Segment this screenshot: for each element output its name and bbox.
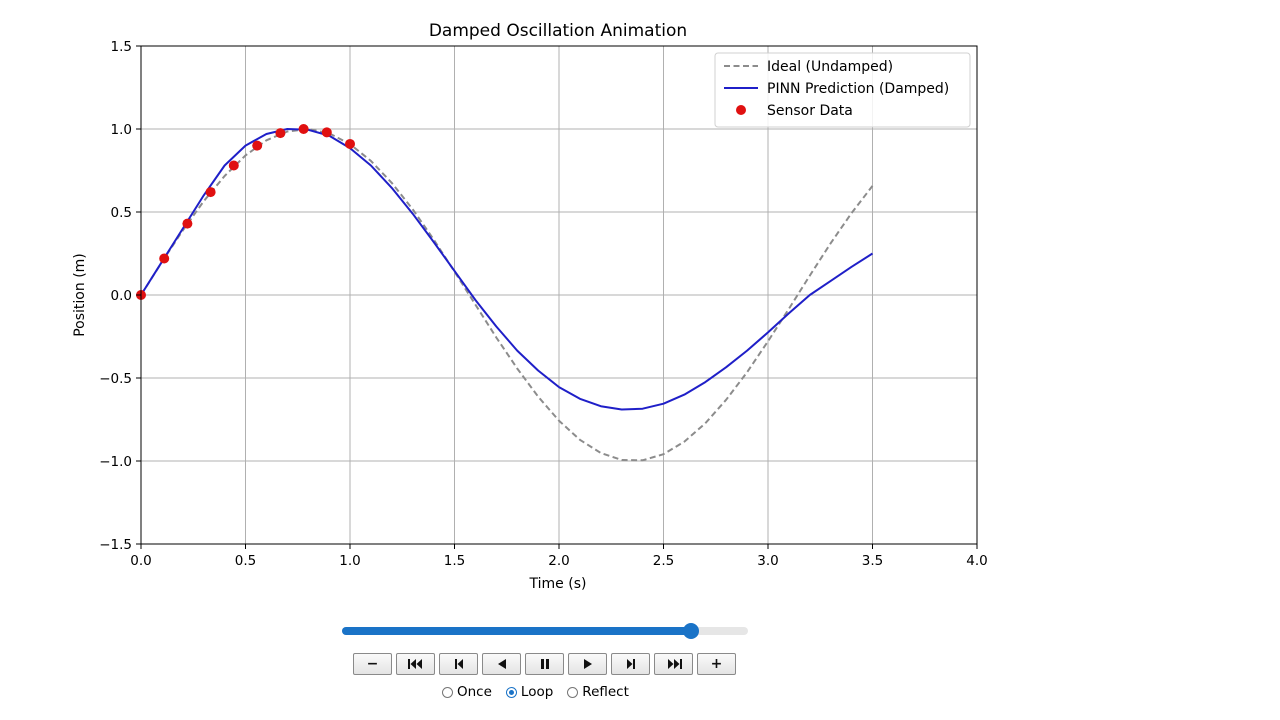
skip-to-end-icon: [667, 659, 682, 669]
x-tick-label-7: 3.5: [862, 553, 883, 569]
x-tick-label-3: 1.5: [444, 553, 465, 569]
legend-sensor-label: Sensor Data: [767, 103, 853, 119]
first-frame-button[interactable]: [396, 653, 435, 675]
sensor-data-point-9: [345, 138, 355, 149]
y-tick-label-2: −0.5: [99, 371, 132, 387]
sensor-data-point-3: [205, 187, 216, 198]
y-axis-label: Position (m): [72, 253, 88, 337]
sensor-data-point-2: [182, 218, 193, 229]
x-tick-label-4: 2.0: [548, 553, 569, 569]
x-tick-label-1: 0.5: [235, 553, 256, 569]
decrease-speed-button[interactable]: −: [353, 653, 392, 675]
pause-button[interactable]: [525, 653, 564, 675]
mode-once-label: Once: [457, 684, 492, 700]
x-tick-label-5: 2.5: [653, 553, 674, 569]
mode-reflect-radio[interactable]: [567, 686, 579, 698]
chart-title: Damped Oscillation Animation: [429, 21, 687, 41]
axis-ticks: 0.0 0.5 1.0 1.5 2.0 2.5 3.0 3.5 4.0 −1.5 −1.0 −0.5 0…: [99, 39, 988, 569]
x-tick-label-8: 4.0: [966, 553, 987, 569]
sensor-data-point-8: [321, 127, 332, 138]
legend-ideal-label: Ideal (Undamped): [767, 59, 893, 75]
mode-loop-radio[interactable]: [505, 686, 517, 698]
play-reverse-icon: [497, 659, 506, 669]
loop-mode-group: Once Loop Reflect: [442, 684, 629, 700]
slider-thumb[interactable]: [683, 623, 700, 639]
sensor-data-point-7: [298, 124, 309, 134]
legend-sensor-swatch: [736, 105, 746, 115]
mode-once-radio[interactable]: [442, 686, 453, 698]
sensor-data-point-1: [159, 253, 170, 264]
sensor-data-point-6: [275, 128, 286, 139]
step-back-icon: [454, 659, 463, 669]
legend-box: [714, 52, 971, 128]
slider-fill: [342, 627, 692, 635]
legend: Ideal (Undamped) PINN Prediction (Damped…: [714, 52, 971, 128]
y-tick-label-4: 0.5: [111, 205, 132, 221]
animation-controls: −: [0, 610, 1280, 720]
step-forward-icon: [626, 659, 635, 669]
y-tick-label-5: 1.0: [111, 122, 132, 138]
mode-reflect-label: Reflect: [582, 684, 629, 700]
play-button[interactable]: [568, 653, 607, 675]
play-reverse-button[interactable]: [482, 653, 521, 675]
x-tick-label-0: 0.0: [130, 553, 151, 569]
y-tick-label-0: −1.5: [99, 537, 132, 553]
ideal-undamped-line: [140, 128, 874, 462]
pinn-prediction-line: [140, 128, 874, 411]
y-tick-label-1: −1.0: [99, 454, 132, 470]
x-tick-label-2: 1.0: [339, 553, 360, 569]
mode-loop-label: Loop: [520, 684, 554, 700]
minus-icon: −: [366, 656, 379, 672]
increase-speed-button[interactable]: +: [697, 653, 736, 675]
x-tick-label-6: 3.0: [757, 553, 778, 569]
series-layer: [136, 124, 874, 462]
last-frame-button[interactable]: [654, 653, 693, 675]
playback-buttons: −: [353, 653, 736, 675]
sensor-data-point-4: [228, 160, 239, 171]
plus-icon: +: [710, 656, 723, 672]
step-forward-button[interactable]: [611, 653, 650, 675]
sensor-data-point-5: [252, 140, 263, 151]
legend-pinn-label: PINN Prediction (Damped): [767, 81, 949, 97]
mode-reflect[interactable]: Reflect: [567, 684, 629, 700]
mode-loop[interactable]: Loop: [505, 684, 554, 700]
pause-icon: [540, 659, 549, 669]
play-icon: [583, 659, 592, 669]
y-tick-label-6: 1.5: [111, 39, 132, 55]
x-axis-label: Time (s): [529, 576, 587, 592]
oscillation-chart: Damped Oscillation Animation 0.0 0.5 1.0 1.…: [72, 21, 988, 592]
frame-slider[interactable]: [342, 623, 748, 639]
skip-to-start-icon: [407, 659, 422, 669]
y-tick-label-3: 0.0: [111, 288, 132, 304]
step-back-button[interactable]: [439, 653, 478, 675]
mode-once[interactable]: Once: [442, 684, 492, 700]
